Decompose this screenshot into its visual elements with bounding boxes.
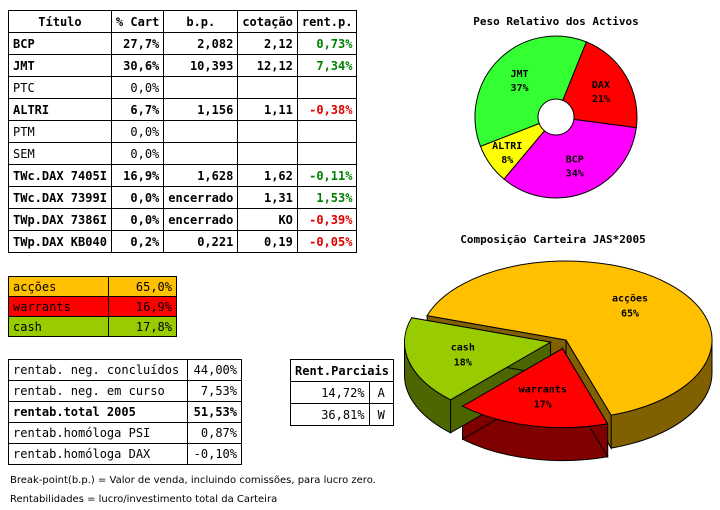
asset-weight: 0,0% [110, 208, 165, 231]
summary-value: 51,53% [187, 401, 242, 423]
summary-label: rentab. neg. concluídos [7, 359, 189, 381]
profitability-note: Rentabilidades = lucro/investimento tota… [10, 494, 278, 505]
pie1-slice [474, 35, 587, 147]
partials-value: 14,72% [290, 381, 370, 404]
pie2-slice [461, 347, 609, 429]
asset-quote: 0,19 [237, 230, 298, 253]
table-header-row: Título% Cart b.p. cotação rent.p. [8, 10, 358, 33]
pie1-slice-value: 34% [566, 168, 584, 179]
pie1-slice-label: DAX [592, 80, 610, 91]
summary-value: -0,10% [187, 443, 242, 465]
break-point-note: Break-point(b.p.) = Valor de venda, incl… [10, 475, 376, 486]
pie2-slice [404, 317, 552, 401]
pie1-slice [503, 118, 637, 199]
allocation-label: cash [7, 316, 110, 337]
asset-return: 0,73% [296, 32, 358, 55]
summary-row: rentab.homóloga PSI 0,87% [7, 422, 242, 444]
asset-name: TWc.DAX 7399I [8, 186, 112, 209]
asset-break-point: 10,393 [163, 54, 239, 77]
pie2-slice-label: warrants [519, 384, 567, 395]
summary-row: rentab. neg. concluídos 44,00% [7, 359, 242, 381]
summary-table: rentab. neg. concluídos 44,00% rentab. neg… [7, 359, 242, 465]
partials-code: W [368, 403, 394, 426]
summary-row: rentab.total 2005 51,53% [7, 401, 242, 423]
pie2-slice-value: 18% [454, 357, 472, 368]
partials-row: 36,81% W [290, 403, 394, 426]
pie1-title: Peso Relativo dos Activos [473, 15, 639, 28]
asset-weight: 0,2% [110, 230, 165, 253]
summary-value: 7,53% [187, 380, 242, 402]
summary-value: 44,00% [187, 359, 242, 381]
table-row: TWp.DAX KB040 0,2% 0,221 0,19 -0,05% [8, 230, 358, 253]
summary-label: rentab.homóloga DAX [7, 443, 189, 465]
pie1-slice [562, 41, 638, 129]
pie1-slice-label: JMT [510, 69, 528, 80]
asset-return: -0,11% [296, 164, 358, 187]
pie2-slice-value: 17% [534, 399, 552, 410]
allocation-row: acções 65,0% [7, 276, 177, 297]
pie2-slice-label: acções [612, 293, 648, 304]
pie1-slice-label: ALTRI [492, 141, 522, 152]
allocation-row: cash 17,8% [7, 316, 177, 337]
table-row: TWc.DAX 7399I 0,0% encerrado 1,31 1,53% [8, 186, 358, 209]
summary-label: rentab.homóloga PSI [7, 422, 189, 444]
pie1-slice-value: 8% [501, 155, 513, 166]
asset-weight: 0,0% [110, 142, 165, 165]
pie2-slice-value: 65% [621, 308, 639, 319]
partials-value: 36,81% [290, 403, 370, 426]
table-row: PTM 0,0% [8, 120, 358, 143]
partials-row: 14,72% A [290, 381, 394, 404]
table-row: SEM 0,0% [8, 142, 358, 165]
portfolio-table: Título% Cart b.p. cotação rent.p. BCP 27,7% 2,… [8, 10, 358, 253]
asset-return: -0,38% [296, 98, 358, 121]
asset-weight: 6,7% [110, 98, 165, 121]
pie1-slice-value: 37% [510, 83, 528, 94]
allocation-label: warrants [7, 296, 110, 317]
summary-label: rentab.total 2005 [7, 401, 189, 423]
table-row: TWc.DAX 7405I 16,9% 1,628 1,62 -0,11% [8, 164, 358, 187]
summary-row: rentab.homóloga DAX -0,10% [7, 443, 242, 465]
asset-weight: 0,0% [110, 186, 165, 209]
asset-name: TWp.DAX KB040 [8, 230, 112, 253]
pie2-slice [426, 260, 713, 416]
asset-name: TWc.DAX 7405I [8, 164, 112, 187]
allocation-value: 17,8% [108, 316, 177, 337]
pie2-slice-label: cash [451, 342, 475, 353]
column-header: rent.p. [296, 10, 358, 33]
table-row: BCP 27,7% 2,082 2,12 0,73% [8, 32, 358, 55]
asset-return: -0,05% [296, 230, 358, 253]
asset-break-point: 0,221 [163, 230, 239, 253]
table-row: JMT 30,6% 10,393 12,12 7,34% [8, 54, 358, 77]
asset-weight: 0,0% [110, 76, 165, 99]
pie1-slice-value: 21% [592, 94, 610, 105]
summary-label: rentab. neg. em curso [7, 380, 189, 402]
pie2-title: Composição Carteira JAS*2005 [460, 233, 645, 246]
summary-row: rentab. neg. em curso 7,53% [7, 380, 242, 402]
asset-name: PTC [8, 76, 112, 99]
partials-table: Rent.Parciais 14,72% A 36,81% W [290, 359, 394, 426]
asset-break-point: 1,156 [163, 98, 239, 121]
pie1-slice-label: BCP [566, 154, 584, 165]
allocation-value: 65,0% [108, 276, 177, 297]
allocation-table: acções 65,0% warrants 16,9% cash 17,8% [7, 276, 177, 337]
table-row: PTC 0,0% [8, 76, 358, 99]
